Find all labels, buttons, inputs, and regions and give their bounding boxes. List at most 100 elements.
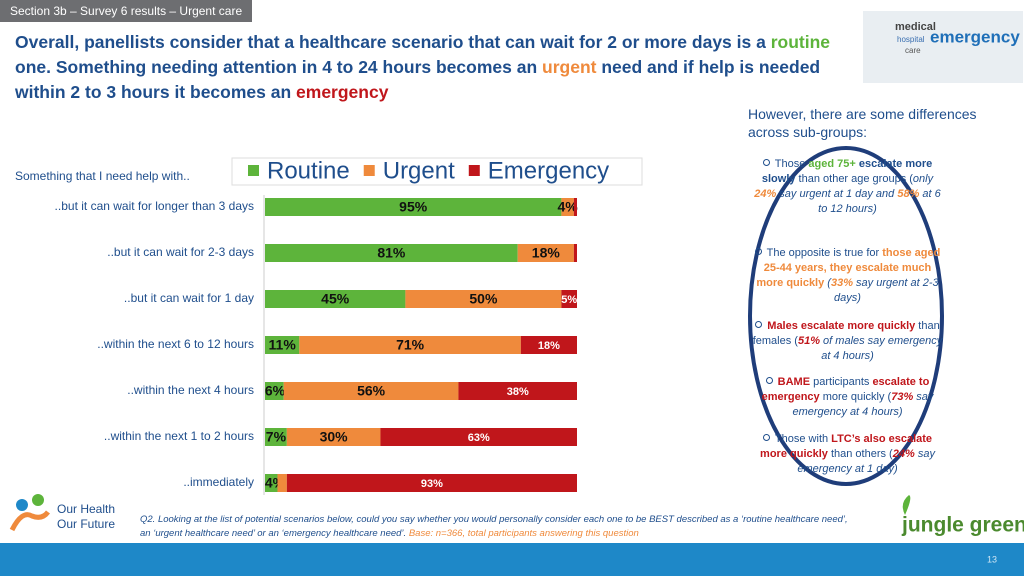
legend-swatch — [468, 165, 480, 176]
legend-label: Urgent — [383, 157, 455, 184]
image-word: care — [905, 46, 921, 55]
image-word: hospital — [897, 35, 925, 44]
bar-segment — [299, 336, 521, 354]
value-label: 18% — [532, 245, 561, 261]
text: escalate to emergency — [761, 376, 930, 403]
text: 24% — [892, 448, 915, 460]
text: than females ( — [752, 320, 940, 347]
text: say urgent at 1 day and — [776, 188, 898, 200]
legend-swatch — [363, 165, 375, 176]
text: 73% — [891, 391, 914, 403]
bar-segment — [380, 428, 577, 446]
bar-segment — [286, 428, 381, 446]
text: The opposite is true for — [766, 247, 883, 259]
category-label: ..within the next 6 to 12 hours — [97, 337, 254, 351]
headline-part: Overall, panellists consider that a heal… — [15, 32, 771, 52]
text: BAME — [777, 376, 811, 388]
page-number: 13 — [987, 554, 997, 564]
category-label: ..within the next 4 hours — [127, 383, 254, 397]
bar-segment — [277, 474, 287, 492]
text: 33% — [830, 277, 853, 289]
headline-part: routine — [770, 32, 831, 52]
text: of males say emergency at 4 hours) — [820, 335, 943, 362]
left-logo: Our Health Our Future — [9, 494, 115, 531]
logo-text: Our Health — [57, 502, 115, 516]
bullet: Males escalate more quickly than females… — [750, 319, 945, 364]
headline: Overall, panellists consider that a heal… — [15, 30, 845, 105]
legend-label: Routine — [267, 157, 350, 184]
text: than others ( — [827, 448, 893, 460]
highlight-ring — [748, 146, 944, 486]
text: those aged 25-44 years, they escalate mu… — [756, 247, 941, 289]
footnote-question: Q2. Looking at the list of potential sce… — [140, 514, 848, 539]
section-tag: Section 3b – Survey 6 results – Urgent c… — [0, 0, 253, 22]
legend-label: Emergency — [488, 157, 609, 184]
category-label: ..but it can wait for 1 day — [124, 291, 254, 305]
text: LTC’s also escalate more quickly — [760, 433, 933, 460]
footnote: Q2. Looking at the list of potential sce… — [140, 513, 860, 541]
logo-text: Our Future — [57, 517, 115, 531]
value-label: 63% — [468, 432, 490, 444]
bar-segment — [265, 198, 562, 216]
right-logo-leaf — [902, 495, 911, 515]
bullet: Those aged 75+ escalate more slowly than… — [750, 157, 945, 217]
headline-part: urgent — [542, 57, 597, 77]
bar-segment — [265, 290, 406, 308]
sidebar-intro: However, there are some differences acro… — [748, 106, 977, 140]
value-label: 6% — [265, 383, 286, 399]
headline-part: one. Something needing attention in 4 to… — [15, 57, 543, 77]
text: Those with — [774, 433, 832, 445]
bar-segment — [520, 336, 577, 354]
bar-segment — [458, 382, 577, 400]
bar-segment — [286, 474, 577, 492]
text: say emergency at 1 day) — [797, 448, 935, 475]
value-label: 11% — [269, 337, 297, 353]
bar-segment — [573, 244, 577, 262]
text: say emergency at 4 hours) — [792, 391, 934, 418]
text: escalate more slowly — [761, 158, 933, 185]
value-label: 71% — [396, 337, 425, 353]
value-label: 81% — [377, 245, 406, 261]
image-word: emergency — [930, 27, 1020, 46]
value-label: 18% — [538, 340, 560, 352]
bar-segment — [561, 198, 574, 216]
text: at 6 to 12 hours) — [818, 188, 941, 215]
text: say urgent at 2-3 days) — [834, 277, 939, 304]
footnote-base: Base: n=366, total participants answerin… — [408, 528, 639, 539]
value-label: 4% — [558, 199, 579, 215]
text: more quickly ( — [819, 391, 892, 403]
bar-segment — [265, 244, 518, 262]
value-label: 56% — [357, 383, 386, 399]
bar-segment — [265, 382, 284, 400]
value-label: 5% — [561, 294, 577, 306]
text: Those — [774, 158, 809, 170]
text: aged 75+ — [808, 158, 859, 170]
text: ( — [827, 277, 831, 289]
bar-segment — [283, 382, 459, 400]
text: 24% — [754, 188, 777, 200]
bar-segment — [265, 428, 287, 446]
bullet: BAME participants escalate to emergency … — [750, 375, 945, 420]
logo-text: jungle green — [901, 514, 1024, 537]
legend-swatch — [248, 165, 259, 176]
value-label: 45% — [321, 291, 350, 307]
header-image — [863, 11, 1023, 83]
value-label: 95% — [399, 199, 428, 215]
value-label: 30% — [320, 429, 349, 445]
bar-segment — [517, 244, 574, 262]
value-label: 38% — [507, 386, 529, 398]
bar-segment — [405, 290, 562, 308]
bar-segment — [265, 474, 278, 492]
category-label: ..within the next 1 to 2 hours — [104, 429, 254, 443]
bar-segment — [561, 290, 577, 308]
image-word: medical — [895, 21, 936, 33]
value-label: 50% — [469, 291, 498, 307]
text: 51% — [797, 335, 820, 347]
legend-box — [231, 157, 643, 186]
bullet: Those with LTC’s also escalate more quic… — [750, 432, 945, 477]
axis-label: Something that I need help with.. — [15, 169, 190, 183]
text: only — [912, 173, 934, 185]
text: participants — [810, 376, 873, 388]
